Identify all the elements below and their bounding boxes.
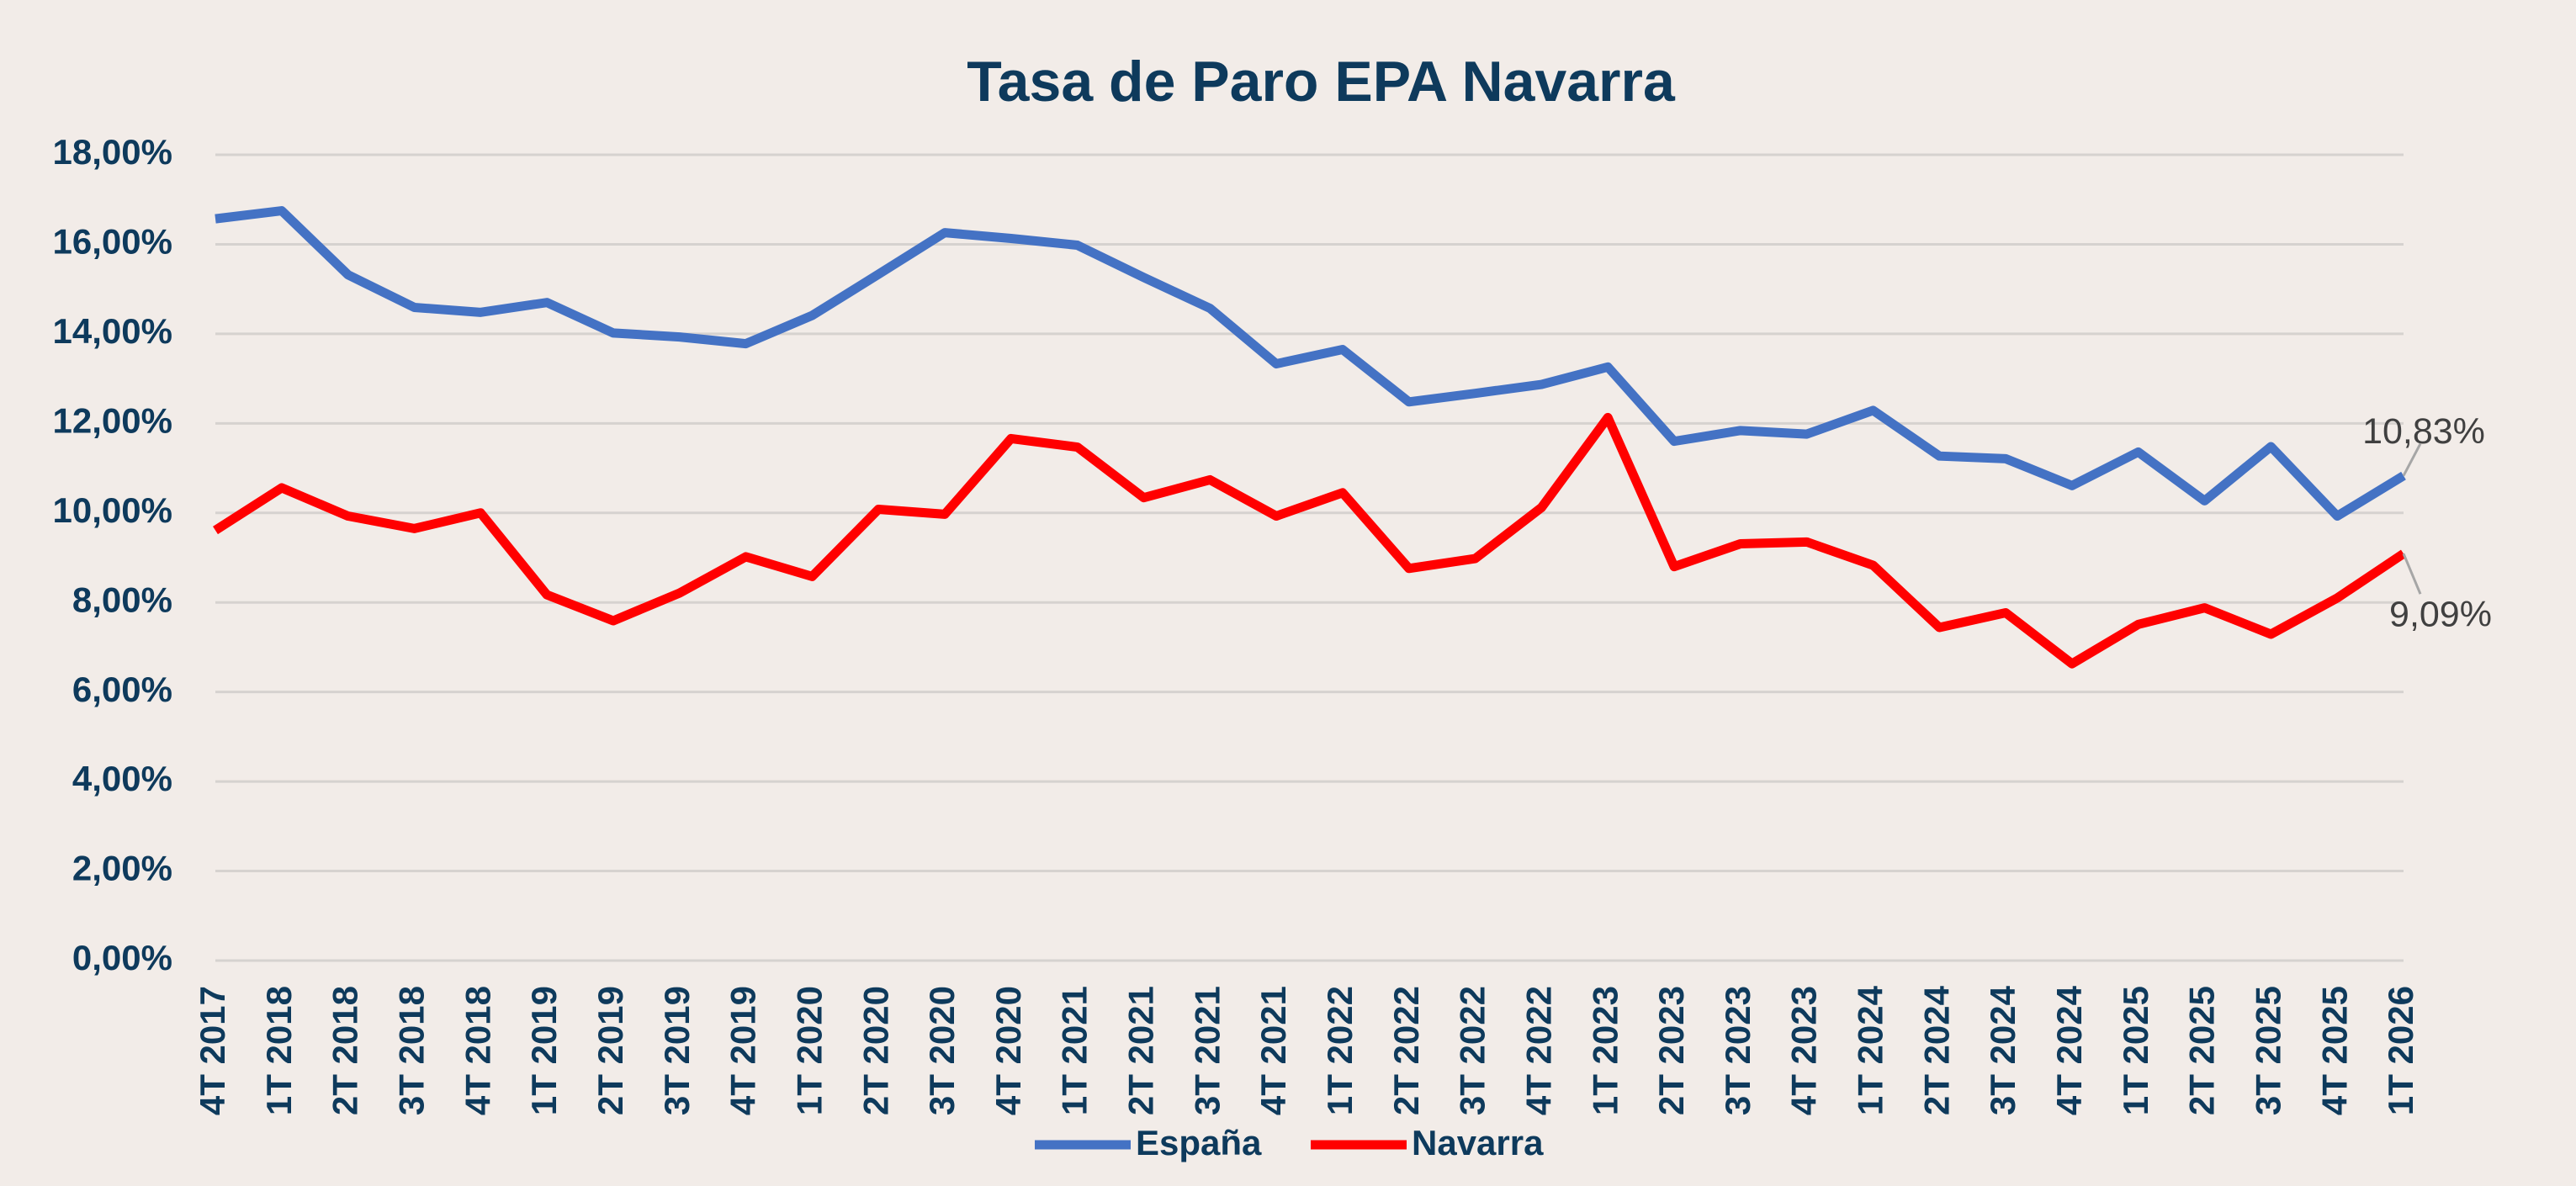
x-tick-label: 1T 2020 (789, 986, 829, 1115)
x-tick-label: 1T 2025 (2116, 986, 2155, 1115)
y-tick-label: 2,00% (72, 849, 172, 888)
x-tick-label: 1T 2018 (259, 986, 299, 1115)
value-label: 10,83% (2362, 411, 2485, 452)
x-tick-label: 3T 2024 (1983, 985, 2022, 1115)
x-tick-label: 2T 2023 (1651, 986, 1691, 1115)
y-tick-label: 6,00% (72, 670, 172, 709)
x-tick-label: 2T 2019 (591, 986, 630, 1115)
x-tick-label: 4T 2018 (458, 986, 497, 1115)
y-tick-label: 0,00% (72, 938, 172, 977)
x-tick-label: 2T 2018 (326, 986, 365, 1115)
chart-title: Tasa de Paro EPA Navarra (967, 50, 1676, 114)
x-tick-label: 2T 2020 (856, 986, 895, 1115)
x-tick-label: 3T 2020 (922, 986, 962, 1115)
series-line (213, 412, 2407, 669)
x-tick-label: 1T 2019 (524, 986, 564, 1115)
x-tick-label: 3T 2018 (392, 986, 432, 1115)
x-tick-label: 3T 2021 (1187, 986, 1227, 1115)
x-tick-label: 4T 2017 (193, 986, 232, 1115)
x-tick-label: 3T 2025 (2248, 986, 2287, 1115)
x-tick-label: 4T 2024 (2049, 985, 2089, 1115)
legend-label: Navarra (1412, 1123, 1544, 1162)
x-tick-label: 2T 2022 (1386, 986, 1426, 1115)
y-tick-label: 10,00% (53, 490, 172, 530)
x-tick-label: 4T 2022 (1519, 986, 1558, 1115)
x-tick-label: 3T 2022 (1453, 986, 1492, 1115)
x-tick-label: 1T 2021 (1055, 986, 1095, 1115)
series-line (215, 206, 2406, 522)
x-tick-label: 4T 2023 (1784, 986, 1824, 1115)
y-tick-label: 18,00% (53, 132, 172, 172)
x-tick-label: 4T 2020 (989, 986, 1028, 1115)
x-tick-label: 4T 2019 (724, 986, 763, 1115)
x-tick-label: 1T 2026 (2381, 986, 2420, 1115)
x-tick-label: 2T 2021 (1121, 986, 1161, 1115)
x-tick-label: 2T 2025 (2182, 986, 2222, 1115)
y-tick-label: 8,00% (72, 580, 172, 619)
value-label: 9,09% (2389, 595, 2492, 635)
x-tick-label: 3T 2023 (1718, 986, 1757, 1115)
leader-line (2402, 442, 2422, 477)
y-tick-label: 12,00% (53, 400, 172, 440)
x-tick-label: 4T 2025 (2314, 986, 2354, 1115)
y-tick-label: 4,00% (72, 759, 172, 798)
leader-line (2402, 553, 2422, 595)
x-tick-label: 1T 2022 (1320, 986, 1360, 1115)
legend-label: España (1136, 1123, 1262, 1162)
x-tick-label: 4T 2021 (1254, 986, 1293, 1115)
x-tick-label: 1T 2023 (1585, 986, 1625, 1115)
x-tick-label: 1T 2024 (1851, 985, 1890, 1115)
x-tick-label: 2T 2024 (1916, 985, 1956, 1115)
y-tick-label: 14,00% (53, 311, 172, 351)
y-tick-label: 16,00% (53, 222, 172, 262)
x-tick-label: 3T 2019 (657, 986, 697, 1115)
